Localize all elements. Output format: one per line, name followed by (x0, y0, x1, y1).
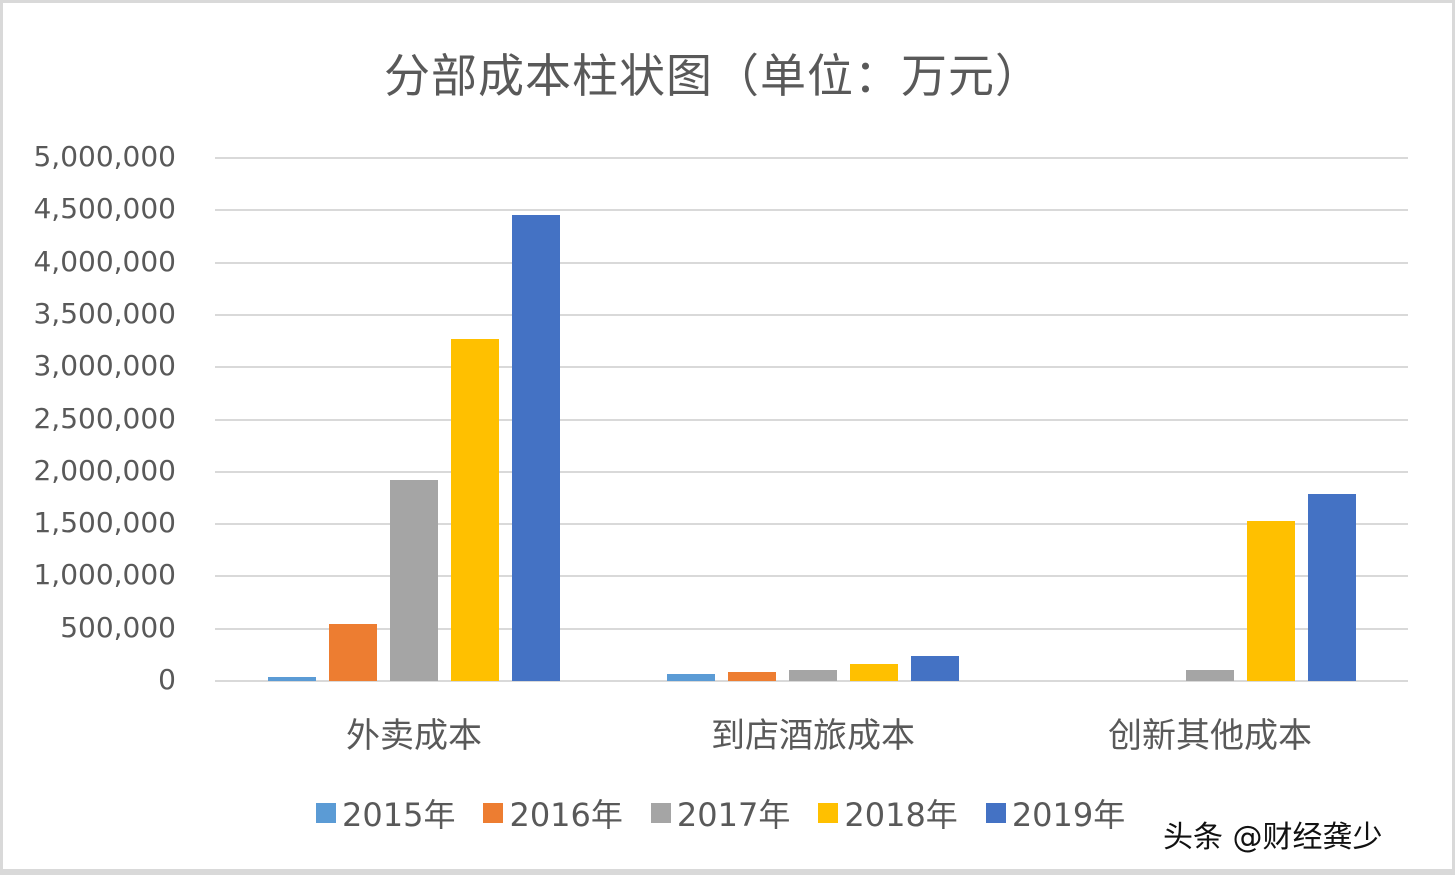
y-tick-label: 2,000,000 (33, 453, 176, 487)
y-tick-label: 4,500,000 (33, 192, 176, 226)
legend-item[interactable]: 2019年 (985, 790, 1126, 836)
y-tick-label: 4,000,000 (33, 244, 176, 278)
legend-label: 2015年 (342, 796, 456, 834)
gridline (215, 366, 1408, 369)
bar[interactable] (850, 663, 898, 681)
legend-swatch-icon (316, 803, 336, 823)
y-tick-label: 5,000,000 (33, 140, 176, 173)
x-axis-label: 外卖成本 (346, 716, 482, 756)
bar[interactable] (268, 677, 316, 681)
bar[interactable] (451, 338, 499, 681)
gridline (215, 261, 1408, 264)
legend-item[interactable]: 2015年 (316, 790, 455, 836)
x-axis-label: 创新其他成本 (1108, 716, 1312, 756)
gridline (215, 680, 1408, 682)
x-axis-label: 到店酒旅成本 (711, 716, 915, 756)
y-tick-label: 0 (158, 663, 176, 696)
legend-item[interactable]: 2016年 (483, 790, 623, 836)
gridline (215, 209, 1408, 212)
y-tick-label: 2,500,000 (33, 401, 176, 435)
bar[interactable] (789, 670, 837, 681)
y-tick-label: 1,500,000 (33, 506, 176, 540)
bar[interactable] (390, 479, 438, 681)
bar[interactable] (911, 656, 959, 681)
legend-item[interactable]: 2017年 (650, 790, 791, 836)
bar[interactable] (329, 623, 377, 681)
watermark: 头条 @财经龚少 (1163, 820, 1383, 855)
bar[interactable] (728, 672, 776, 681)
gridline (215, 523, 1408, 526)
legend-label: 2016年 (509, 796, 623, 834)
bar[interactable] (1308, 493, 1356, 681)
gridline (215, 157, 1408, 159)
legend-swatch-icon (818, 803, 839, 823)
y-tick-label: 3,500,000 (33, 296, 176, 330)
y-tick-label: 500,000 (60, 610, 176, 644)
legend-swatch-icon (985, 803, 1006, 823)
gridline (215, 418, 1408, 421)
chart-title: 分部成本柱状图（单位：万元） (384, 49, 1042, 103)
legend-label: 2018年 (844, 796, 958, 834)
gridline (215, 575, 1408, 578)
gridline (215, 313, 1408, 316)
legend-item[interactable]: 2018年 (818, 790, 958, 836)
legend-swatch-icon (650, 803, 671, 823)
legend: 2015年 2016年 2017年 2018年 2019年 (316, 790, 1153, 836)
y-tick-label: 3,000,000 (33, 349, 176, 383)
legend-swatch-icon (483, 803, 504, 823)
legend-label: 2019年 (1011, 796, 1126, 834)
bar[interactable] (1247, 520, 1295, 681)
y-tick-label: 1,000,000 (33, 558, 176, 592)
gridline (215, 627, 1408, 630)
bar[interactable] (1186, 670, 1234, 681)
bar[interactable] (667, 673, 715, 681)
gridline (215, 470, 1408, 473)
legend-label: 2017年 (676, 796, 791, 834)
chart-frame (3, 3, 1452, 869)
bar[interactable] (512, 215, 560, 681)
